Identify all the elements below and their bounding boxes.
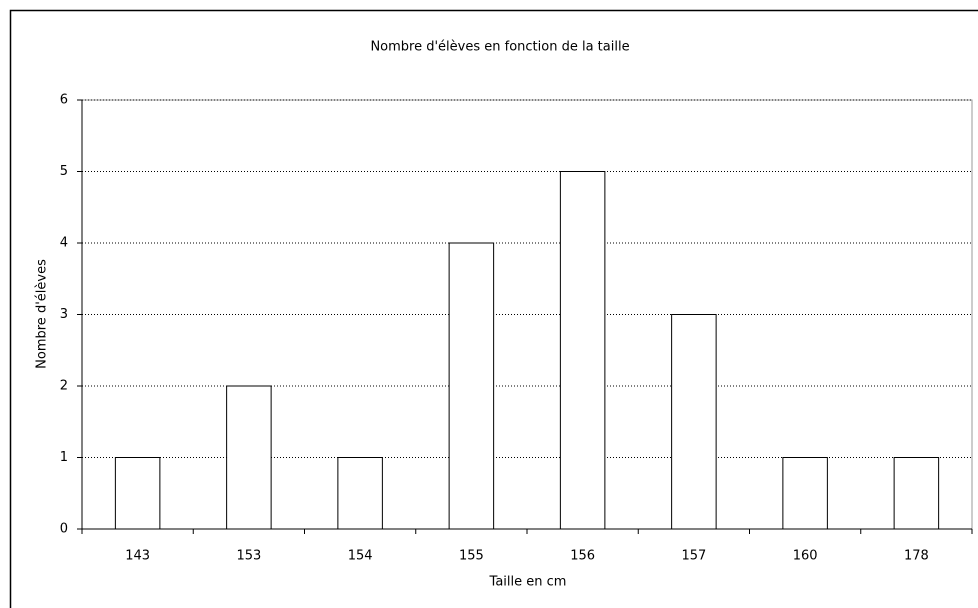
bar	[782, 457, 828, 530]
chart-frame	[9, 9, 978, 608]
y-tick-label: 5	[60, 164, 68, 179]
x-tick-label: 157	[681, 549, 706, 564]
x-tick-label: 143	[125, 549, 150, 564]
y-axis-label: Nombre d'élèves	[35, 259, 50, 369]
bar	[559, 171, 606, 530]
x-tick-label: 153	[236, 549, 261, 564]
x-tick-label: 155	[459, 549, 484, 564]
y-tick-label: 3	[60, 307, 68, 322]
y-tick-label: 1	[60, 450, 68, 465]
bar	[448, 242, 495, 530]
bar	[671, 314, 717, 530]
bar	[226, 385, 272, 530]
bar	[337, 457, 383, 530]
x-tick-label: 154	[348, 549, 373, 564]
x-axis-label: Taille en cm	[489, 575, 567, 590]
y-tick-label: 4	[60, 236, 68, 251]
x-tick-label: 178	[904, 549, 929, 564]
y-tick-label: 2	[60, 379, 68, 394]
bar	[114, 457, 161, 530]
y-tick-label: 0	[60, 522, 68, 537]
x-tick-label: 156	[570, 549, 595, 564]
x-tick-label: 160	[793, 549, 818, 564]
bar	[893, 457, 940, 530]
y-tick-label: 6	[60, 93, 68, 108]
chart-title: Nombre d'élèves en fonction de la taille	[370, 40, 629, 55]
